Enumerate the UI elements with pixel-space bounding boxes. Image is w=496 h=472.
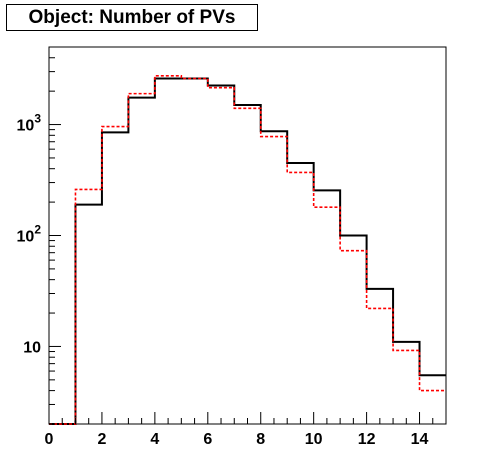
- x-tick-label: 4: [150, 431, 159, 448]
- y-tick-label: 10: [23, 339, 41, 356]
- series-dashed-line: [49, 75, 446, 425]
- chart-title: Object: Number of PVs: [6, 4, 258, 31]
- x-tick-label: 0: [45, 431, 54, 448]
- x-tick-label: 2: [97, 431, 106, 448]
- x-axis: 0 2 4 6 8 10 12 14: [45, 412, 447, 448]
- x-tick-label: 10: [305, 431, 323, 448]
- y-tick-label: 103: [17, 112, 42, 135]
- series-solid-line: [49, 77, 446, 425]
- plot-frame: [48, 46, 447, 425]
- x-tick-label: 12: [358, 431, 376, 448]
- x-tick-label: 14: [411, 431, 429, 448]
- x-tick-label: 6: [203, 431, 212, 448]
- y-axis: 10 102 103: [17, 46, 61, 425]
- y-tick-label: 102: [17, 223, 42, 246]
- series-layer: [49, 75, 446, 425]
- x-tick-label: 8: [256, 431, 265, 448]
